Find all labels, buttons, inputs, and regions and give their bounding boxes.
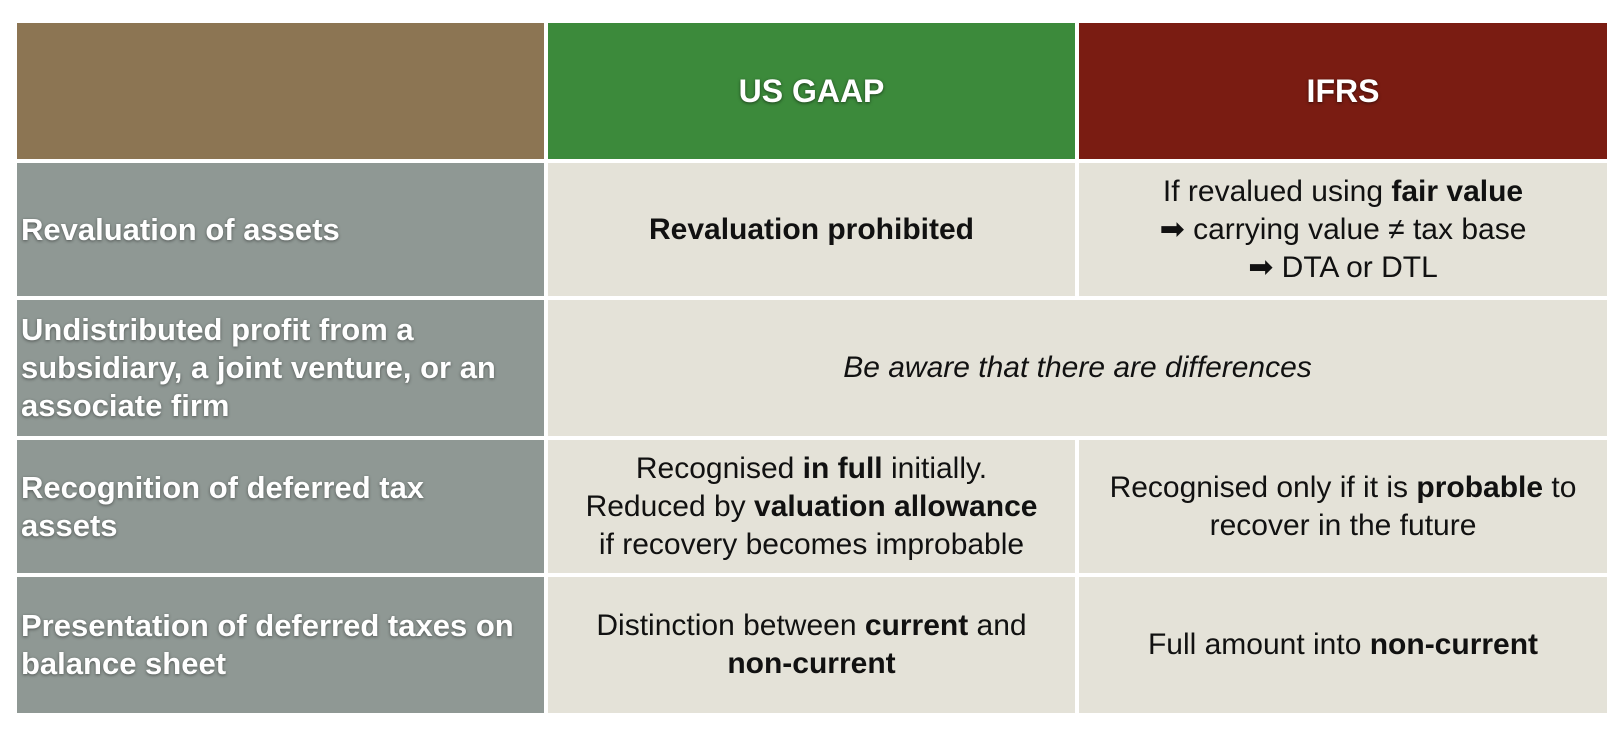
column-header-ifrs-label: IFRS <box>1306 72 1380 109</box>
presentation-ifrs-pre: Full amount into <box>1147 628 1370 661</box>
comparison-table: US GAAP IFRS Revaluation of assets Reval… <box>17 23 1607 719</box>
cell-revaluation-us-gaap: Revaluation prohibited <box>548 163 1075 296</box>
revaluation-ifrs-line-2: ➡ carrying value ≠ tax base <box>1159 212 1527 246</box>
presentation-us-gaap-line-1-pre: Distinction between <box>596 609 865 642</box>
presentation-ifrs-text: Full amount into non-current <box>1148 626 1538 664</box>
presentation-us-gaap-current: current <box>864 609 969 642</box>
presentation-ifrs-non-current: non-current <box>1369 628 1539 661</box>
revaluation-us-gaap-text: Revaluation prohibited <box>648 212 975 246</box>
revaluation-ifrs-fair-value: fair value <box>1391 174 1524 208</box>
row-label-presentation-line-2: balance sheet <box>21 646 227 681</box>
recognition-us-gaap-line-1: Recognised in full initially. <box>586 450 1038 488</box>
recognition-us-gaap-valuation-allowance: valuation allowance <box>754 489 1038 523</box>
row-label-revaluation-text: Revaluation of assets <box>21 211 340 247</box>
row-label-undistributed-line-1: Undistributed profit from a <box>21 312 414 347</box>
revaluation-ifrs-text: If revalued using fair value ➡ carrying … <box>1160 173 1527 287</box>
row-label-recognition-line-2: assets <box>21 507 118 543</box>
undistributed-profit-note: Be aware that there are differences <box>843 351 1312 384</box>
recognition-us-gaap-line-1-pre: Recognised <box>635 451 803 485</box>
presentation-us-gaap-text: Distinction between current and non-curr… <box>596 607 1026 683</box>
recognition-ifrs-line-1: Recognised only if it is probable to <box>1110 469 1577 507</box>
row-label-undistributed-profit: Undistributed profit from a subsidiary, … <box>17 300 544 436</box>
row-label-presentation: Presentation of deferred taxes on balanc… <box>17 577 544 713</box>
column-header-us-gaap-label: US GAAP <box>738 72 885 109</box>
revaluation-ifrs-line-1-text: If revalued using <box>1162 174 1392 208</box>
presentation-us-gaap-non-current: non-current <box>727 647 896 680</box>
recognition-ifrs-line-1-post: to <box>1543 470 1577 504</box>
cell-presentation-ifrs: Full amount into non-current <box>1079 577 1607 713</box>
recognition-us-gaap-in-full: in full <box>802 451 883 485</box>
column-header-ifrs: IFRS <box>1079 23 1607 159</box>
recognition-us-gaap-line-2-pre: Reduced by <box>585 489 755 523</box>
row-label-presentation-line-1: Presentation of deferred taxes on <box>21 608 514 643</box>
row-label-recognition-text: Recognition of deferred tax assets <box>21 469 424 545</box>
row-label-revaluation: Revaluation of assets <box>17 163 544 296</box>
cell-presentation-us-gaap: Distinction between current and non-curr… <box>548 577 1075 713</box>
table-corner-cell <box>17 23 544 159</box>
row-label-recognition-line-1: Recognition of deferred tax <box>21 469 425 505</box>
recognition-ifrs-probable: probable <box>1416 470 1544 504</box>
row-label-presentation-text: Presentation of deferred taxes on balanc… <box>21 607 514 683</box>
recognition-us-gaap-line-3: if recovery becomes improbable <box>598 527 1025 561</box>
row-label-undistributed-line-3: associate firm <box>21 388 230 423</box>
cell-undistributed-profit-merged: Be aware that there are differences <box>548 300 1607 436</box>
row-label-recognition: Recognition of deferred tax assets <box>17 440 544 573</box>
column-header-us-gaap: US GAAP <box>548 23 1075 159</box>
recognition-ifrs-text: Recognised only if it is probable to rec… <box>1110 469 1577 545</box>
cell-recognition-ifrs: Recognised only if it is probable to rec… <box>1079 440 1607 573</box>
cell-revaluation-ifrs: If revalued using fair value ➡ carrying … <box>1079 163 1607 296</box>
recognition-ifrs-line-1-pre: Recognised only if it is <box>1109 470 1417 504</box>
recognition-us-gaap-text: Recognised in full initially. Reduced by… <box>586 450 1038 564</box>
row-label-undistributed-profit-text: Undistributed profit from a subsidiary, … <box>21 311 496 425</box>
recognition-us-gaap-line-1-post: initially. <box>882 451 988 485</box>
recognition-us-gaap-line-2: Reduced by valuation allowance <box>586 488 1038 526</box>
presentation-us-gaap-line-1-post: and <box>968 609 1027 642</box>
row-label-undistributed-line-2: subsidiary, a joint venture, or an <box>21 350 496 385</box>
cell-recognition-us-gaap: Recognised in full initially. Reduced by… <box>548 440 1075 573</box>
recognition-ifrs-line-2: recover in the future <box>1209 508 1477 542</box>
revaluation-ifrs-line-3: ➡ DTA or DTL <box>1248 250 1438 284</box>
revaluation-ifrs-line-1: If revalued using fair value <box>1160 173 1527 211</box>
presentation-us-gaap-line-1: Distinction between current and <box>596 607 1026 645</box>
